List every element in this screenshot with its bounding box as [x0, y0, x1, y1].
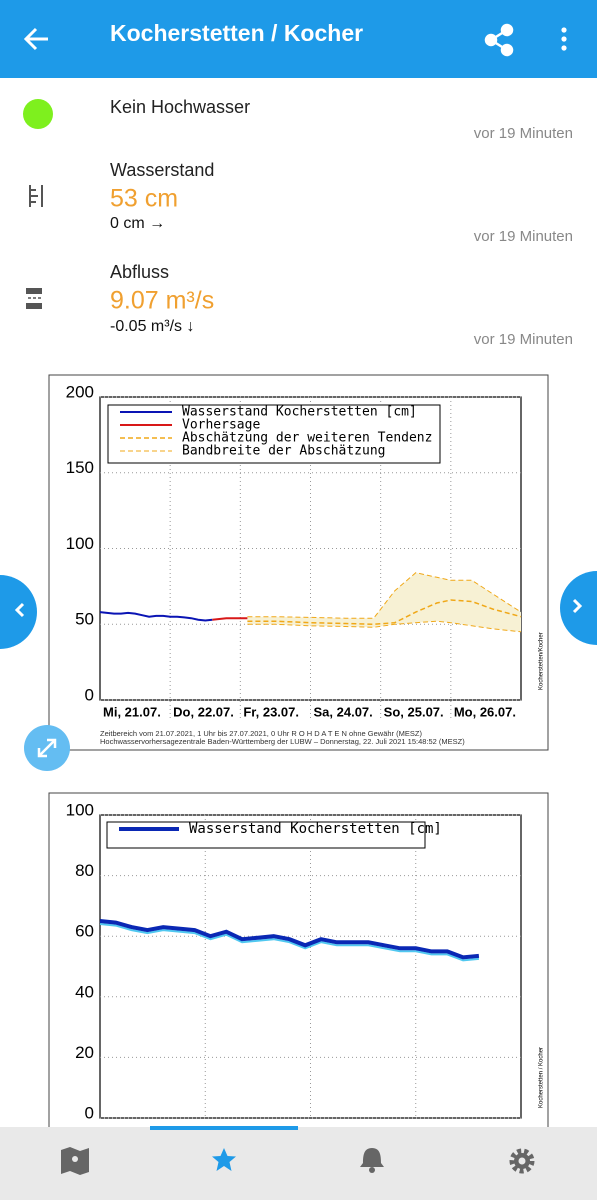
legend: [106, 821, 426, 849]
app-bar: [0, 0, 597, 78]
x-tick-label: Sa, 24.07.: [314, 704, 373, 719]
share-button[interactable]: [484, 23, 514, 57]
measurement-updated: vor 19 Minuten: [474, 331, 573, 348]
nav-settings[interactable]: [509, 1148, 535, 1174]
band-fill: [247, 572, 521, 632]
water-level-icon: [29, 185, 43, 207]
chart-frame: [48, 792, 549, 1139]
side-label: Kocherstetten/Kocher: [539, 632, 545, 690]
discharge-icon: [26, 288, 42, 309]
y-tick-label: 50: [75, 610, 94, 629]
measurement-label: Abfluss: [110, 262, 169, 282]
x-tick-label: So, 25.07.: [384, 704, 444, 719]
y-tick-label: 200: [66, 382, 94, 401]
nav-notifications[interactable]: [360, 1148, 384, 1173]
next-button[interactable]: [560, 571, 597, 645]
y-tick-label: 150: [66, 458, 94, 477]
app-title: Kocherstetten / Kocher: [110, 20, 363, 46]
series-line: [99, 611, 213, 622]
side-label: Kocherstetten / Kocher: [539, 1047, 545, 1108]
x-tick-label: Do, 22.07.: [173, 704, 234, 719]
y-tick-label: 60: [75, 922, 94, 941]
measurement-updated: vor 19 Minuten: [474, 228, 573, 245]
expand-button[interactable]: [24, 725, 70, 771]
nav-favorites[interactable]: [212, 1148, 236, 1171]
status-updated: vor 19 Minuten: [474, 125, 573, 142]
back-button[interactable]: [23, 27, 48, 51]
series-halo: [99, 923, 479, 962]
y-tick-label: 0: [85, 1103, 94, 1122]
legend-label: Vorhersage: [182, 418, 260, 433]
measurement-value: 53 cm: [110, 185, 178, 213]
y-tick-label: 100: [66, 800, 94, 819]
series-line: [247, 599, 522, 626]
legend-label: Bandbreite der Abschätzung: [182, 444, 386, 459]
y-tick-label: 0: [85, 685, 94, 704]
x-tick-label: Mo, 26.07.: [454, 704, 516, 719]
measurement-value: 9.07 m³/s: [110, 287, 214, 315]
measurement-change: -0.05 m³/s ↓: [110, 318, 194, 335]
series-line: [99, 919, 480, 960]
y-tick-label: 100: [66, 534, 94, 553]
series-line: [247, 572, 522, 619]
nav-map[interactable]: [61, 1147, 89, 1175]
measurement-change: 0 cm →: [110, 215, 165, 232]
legend: [107, 404, 441, 464]
y-tick-label: 40: [75, 982, 94, 1001]
prev-button[interactable]: [0, 575, 37, 649]
more-button[interactable]: [561, 27, 567, 51]
y-tick-label: 80: [75, 861, 94, 880]
series-line: [212, 617, 248, 621]
x-tick-label: Fr, 23.07.: [243, 704, 299, 719]
measurement-label: Wasserstand: [110, 160, 214, 180]
status-label: Kein Hochwasser: [110, 97, 250, 117]
y-tick-label: 20: [75, 1043, 94, 1062]
legend-label: Wasserstand Kocherstetten [cm]: [189, 821, 442, 837]
legend-label: Wasserstand Kocherstetten [cm]: [182, 405, 417, 420]
legend-label: Abschätzung der weiteren Tendenz: [182, 431, 432, 446]
scroll-indicator: [150, 1126, 298, 1130]
status-indicator: [23, 99, 53, 129]
chart-note: Hochwasservorhersagezentrale Baden-Württ…: [100, 737, 465, 746]
chart-note: Zeitbereich vom 21.07.2021, 1 Uhr bis 27…: [100, 729, 422, 738]
x-tick-label: Mi, 21.07.: [103, 704, 161, 719]
bottom-nav: [0, 1127, 597, 1200]
series-line: [247, 620, 522, 633]
